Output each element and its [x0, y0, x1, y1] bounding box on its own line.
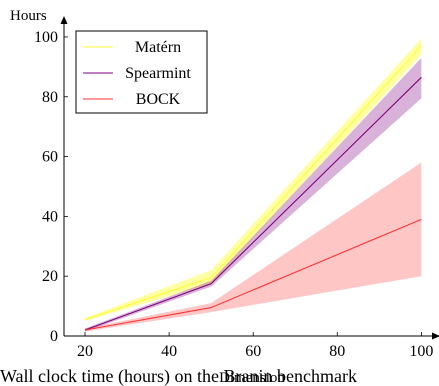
bock-line: [84, 218, 422, 331]
y-axis-arrow: [60, 16, 68, 24]
y-tick-label: 20: [42, 268, 58, 285]
confidence-bands: [85, 38, 422, 332]
bock-legend-label: BOCK: [136, 91, 181, 108]
mat-rn-legend-label: Matérn: [135, 39, 181, 56]
spearmint-line: [84, 76, 422, 331]
x-tick-label: 20: [77, 343, 93, 360]
y-axis-title: Hours: [10, 8, 47, 24]
y-tick-label: 0: [50, 328, 58, 345]
y-tick-label: 100: [34, 29, 58, 46]
y-ticks: 0 20 40 60 80 100: [34, 29, 68, 345]
x-axis-title: Dimension: [219, 370, 285, 383]
y-tick-label: 60: [42, 149, 58, 166]
x-ticks: 20 40 60 80 100: [77, 332, 433, 360]
x-tick-label: 80: [329, 343, 345, 360]
x-tick-label: 40: [161, 343, 177, 360]
x-tick-label: 60: [245, 343, 261, 360]
series-lines: [84, 45, 422, 331]
x-tick-label: 100: [409, 343, 433, 360]
figure-caption: Wall clock time (hours) on the Branin be…: [0, 366, 357, 386]
bock-confidence-band: [85, 162, 422, 332]
legend: Matérn Spearmint BOCK: [75, 30, 208, 114]
y-tick-label: 40: [42, 208, 58, 225]
axes: 20 40 60 80 100 0 20 40 60 80 100 Hours Dimension: [10, 8, 439, 383]
x-axis-arrow: [432, 332, 439, 340]
spearmint-legend-label: Spearmint: [125, 65, 191, 82]
y-tick-label: 80: [42, 89, 58, 106]
mat-rn-line: [84, 45, 422, 321]
